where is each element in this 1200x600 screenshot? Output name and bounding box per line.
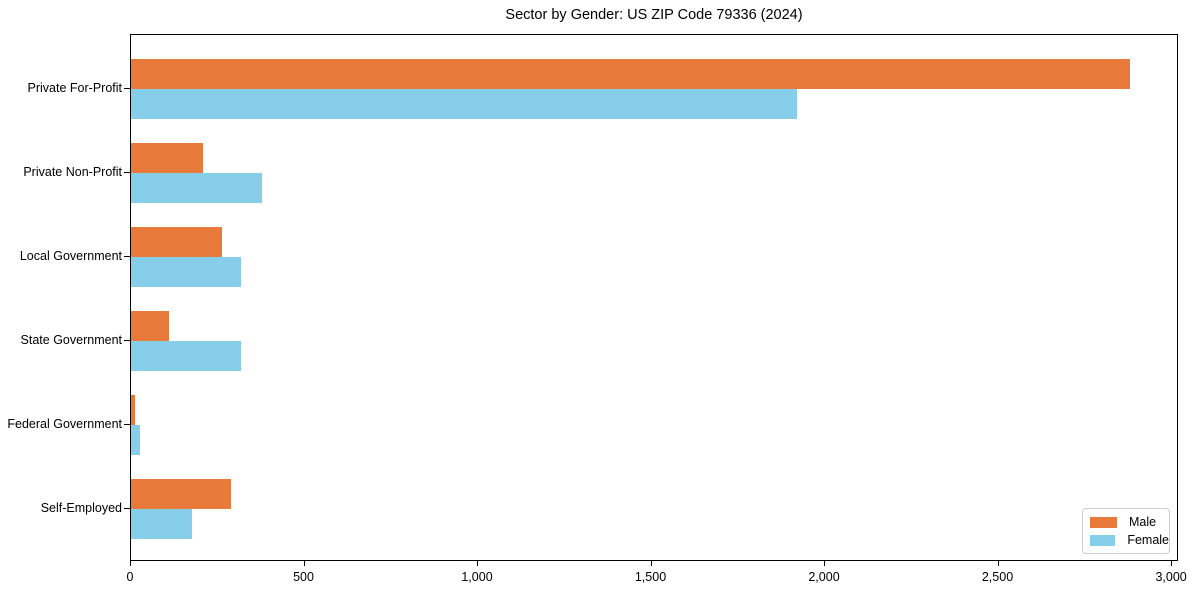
legend-item-female: Female [1090,532,1169,547]
x-tick-label: 1,500 [634,570,667,584]
female-color-swatch [1090,534,1116,546]
y-tick-mark [124,508,130,510]
y-tick-mark [124,256,130,258]
bar-male-1 [131,143,203,173]
bar-female-3 [131,341,241,371]
y-axis-label: Self-Employed [40,501,122,515]
y-axis-label: Private For-Profit [27,81,122,95]
y-tick-mark [124,340,130,342]
bar-male-3 [131,311,170,341]
x-tick-label: 500 [293,570,314,584]
x-tick-label: 3,000 [1155,570,1187,584]
y-axis-label: Private Non-Profit [23,165,122,179]
chart-title: Sector by Gender: US ZIP Code 79336 (202… [505,7,803,23]
bar-male-4 [131,395,136,425]
x-tick-label: 0 [126,570,134,584]
x-tick-mark [650,561,652,566]
x-tick-mark [997,561,999,566]
x-tick-mark [1171,561,1173,566]
bar-male-2 [131,227,222,257]
y-axis-label: Federal Government [7,417,122,431]
legend-label-female: Female [1127,532,1169,547]
x-tick-label: 2,500 [981,570,1014,584]
x-tick-mark [130,561,132,566]
legend-label-male: Male [1129,514,1157,529]
y-axis-label: State Government [20,333,122,347]
plot-area [130,34,1178,561]
y-axis-label: Local Government [19,249,122,263]
y-tick-mark [124,424,130,426]
bar-female-4 [131,425,140,455]
x-tick-label: 2,000 [808,570,840,584]
x-tick-mark [303,561,305,566]
bar-female-2 [131,257,241,287]
x-tick-label: 1,000 [461,570,493,584]
bar-female-5 [131,509,193,539]
bar-female-0 [131,89,798,119]
male-color-swatch [1090,516,1117,528]
bar-male-5 [131,479,231,509]
bar-male-0 [131,59,1131,89]
legend-item-male: Male [1090,514,1169,529]
y-tick-mark [124,88,130,90]
legend: Male Female [1082,508,1170,554]
x-tick-mark [477,561,479,566]
x-tick-mark [824,561,826,566]
bar-female-1 [131,173,263,203]
y-tick-mark [124,172,130,174]
